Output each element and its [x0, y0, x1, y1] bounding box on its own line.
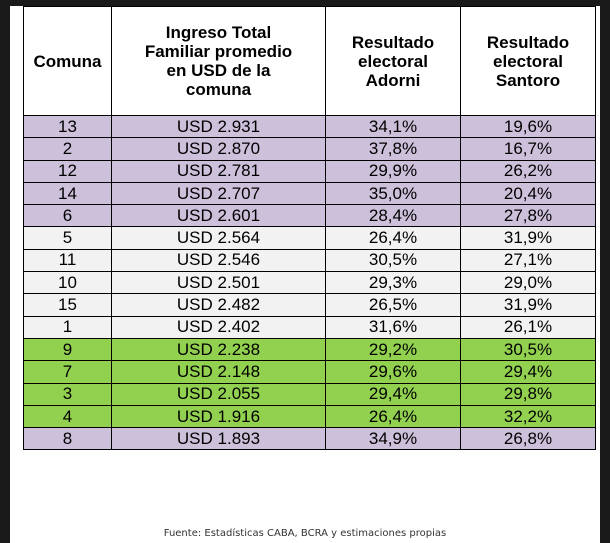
cell-santoro: 19,6%	[460, 114, 596, 139]
cell-ingreso: USD 1.916	[111, 404, 326, 429]
cell-santoro: 31,9%	[460, 293, 596, 317]
header-row: Comuna Ingreso Total Familiar promedio e…	[23, 6, 596, 116]
cell-comuna: 6	[23, 204, 112, 228]
table-row: 8 USD 1.893 34,9% 26,8%	[23, 427, 596, 451]
cell-santoro: 31,9%	[460, 226, 596, 250]
cell-santoro: 26,2%	[460, 159, 596, 183]
cell-comuna: 4	[23, 404, 112, 429]
table-row: 9 USD 2.238 29,2% 30,5%	[23, 337, 596, 362]
cell-ingreso: USD 2.931	[111, 114, 326, 139]
cell-ingreso: USD 2.238	[111, 337, 326, 362]
table-row: 4 USD 1.916 26,4% 32,2%	[23, 404, 596, 429]
header-ingreso: Ingreso Total Familiar promedio en USD d…	[111, 6, 326, 116]
cell-ingreso: USD 2.870	[111, 137, 326, 161]
cell-adorni: 28,4%	[325, 204, 461, 228]
header-comuna: Comuna	[23, 6, 112, 116]
cell-comuna: 8	[23, 427, 112, 451]
cell-adorni: 26,4%	[325, 226, 461, 250]
cell-comuna: 1	[23, 315, 112, 339]
cell-ingreso: USD 2.546	[111, 248, 326, 273]
table-row: 5 USD 2.564 26,4% 31,9%	[23, 226, 596, 250]
header-adorni: Resultado electoral Adorni	[325, 6, 461, 116]
cell-santoro: 32,2%	[460, 404, 596, 429]
cell-ingreso: USD 2.055	[111, 382, 326, 406]
table-row: 6 USD 2.601 28,4% 27,8%	[23, 204, 596, 228]
cell-ingreso: USD 2.707	[111, 181, 326, 206]
cell-adorni: 34,9%	[325, 427, 461, 451]
cell-santoro: 27,8%	[460, 204, 596, 228]
cell-ingreso: USD 2.148	[111, 360, 326, 384]
header-santoro: Resultado electoral Santoro	[460, 6, 596, 116]
cell-santoro: 16,7%	[460, 137, 596, 161]
cell-santoro: 26,8%	[460, 427, 596, 451]
table-row: 3 USD 2.055 29,4% 29,8%	[23, 382, 596, 406]
source-note: Fuente: Estadísticas CABA, BCRA y estima…	[163, 528, 447, 539]
cell-ingreso: USD 2.501	[111, 271, 326, 295]
cell-comuna: 14	[23, 181, 112, 206]
cell-adorni: 26,4%	[325, 404, 461, 429]
cell-adorni: 34,1%	[325, 114, 461, 139]
table-row: 13 USD 2.931 34,1% 19,6%	[23, 114, 596, 139]
cell-santoro: 29,8%	[460, 382, 596, 406]
cell-adorni: 29,9%	[325, 159, 461, 183]
cell-adorni: 29,2%	[325, 337, 461, 362]
cell-ingreso: USD 2.601	[111, 204, 326, 228]
cell-adorni: 29,3%	[325, 271, 461, 295]
table-row: 11 USD 2.546 30,5% 27,1%	[23, 248, 596, 273]
cell-adorni: 29,6%	[325, 360, 461, 384]
cell-comuna: 3	[23, 382, 112, 406]
cell-adorni: 26,5%	[325, 293, 461, 317]
cell-ingreso: USD 2.482	[111, 293, 326, 317]
cell-adorni: 37,8%	[325, 137, 461, 161]
cell-santoro: 26,1%	[460, 315, 596, 339]
cell-adorni: 31,6%	[325, 315, 461, 339]
cell-comuna: 13	[23, 114, 112, 139]
table-row: 2 USD 2.870 37,8% 16,7%	[23, 137, 596, 161]
table-row: 12 USD 2.781 29,9% 26,2%	[23, 159, 596, 183]
cell-comuna: 9	[23, 337, 112, 362]
cell-santoro: 29,4%	[460, 360, 596, 384]
cell-adorni: 35,0%	[325, 181, 461, 206]
table-row: 1 USD 2.402 31,6% 26,1%	[23, 315, 596, 339]
table-row: 14 USD 2.707 35,0% 20,4%	[23, 181, 596, 206]
cell-ingreso: USD 2.781	[111, 159, 326, 183]
sheet: Comuna Ingreso Total Familiar promedio e…	[10, 6, 600, 543]
table-row: 10 USD 2.501 29,3% 29,0%	[23, 271, 596, 295]
table-row: 15 USD 2.482 26,5% 31,9%	[23, 293, 596, 317]
cell-adorni: 29,4%	[325, 382, 461, 406]
cell-ingreso: USD 1.893	[111, 427, 326, 451]
income-vote-table: Comuna Ingreso Total Familiar promedio e…	[23, 6, 596, 451]
cell-adorni: 30,5%	[325, 248, 461, 273]
cell-santoro: 20,4%	[460, 181, 596, 206]
cell-ingreso: USD 2.564	[111, 226, 326, 250]
cell-comuna: 5	[23, 226, 112, 250]
cell-comuna: 10	[23, 271, 112, 295]
cell-comuna: 2	[23, 137, 112, 161]
cell-santoro: 27,1%	[460, 248, 596, 273]
cell-comuna: 11	[23, 248, 112, 273]
cell-comuna: 15	[23, 293, 112, 317]
cell-ingreso: USD 2.402	[111, 315, 326, 339]
cell-santoro: 30,5%	[460, 337, 596, 362]
cell-comuna: 7	[23, 360, 112, 384]
table-row: 7 USD 2.148 29,6% 29,4%	[23, 360, 596, 384]
cell-comuna: 12	[23, 159, 112, 183]
cell-santoro: 29,0%	[460, 271, 596, 295]
